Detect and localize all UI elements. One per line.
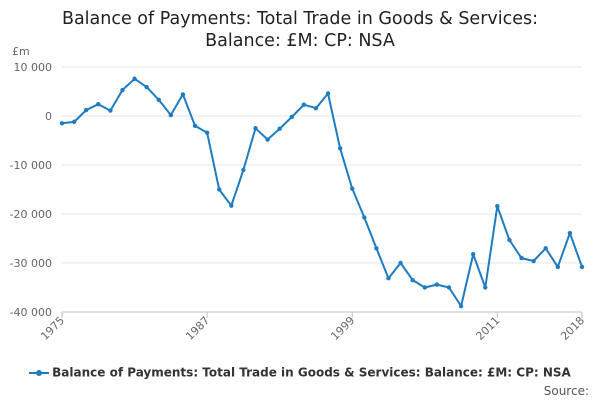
- x-tick-label: 2011: [473, 314, 502, 343]
- data-point[interactable]: [301, 102, 307, 107]
- data-point[interactable]: [204, 130, 210, 135]
- data-point[interactable]: [156, 97, 161, 103]
- legend[interactable]: Balance of Payments: Total Trade in Good…: [0, 365, 600, 380]
- data-point[interactable]: [446, 285, 452, 290]
- data-point[interactable]: [519, 255, 524, 261]
- data-point[interactable]: [337, 146, 343, 151]
- data-point[interactable]: [168, 112, 174, 118]
- data-point[interactable]: [386, 275, 391, 281]
- y-tick-label: -40 000: [10, 306, 52, 319]
- data-point[interactable]: [313, 105, 319, 111]
- data-point[interactable]: [192, 123, 198, 128]
- legend-series-marker: [29, 368, 50, 378]
- chart-title: Balance of Payments: Total Trade in Good…: [0, 8, 600, 52]
- y-tick-label: 10 000: [14, 61, 53, 74]
- chart-title-line-1: Balance of Payments: Total Trade in Good…: [61, 9, 539, 29]
- data-point[interactable]: [132, 76, 137, 81]
- data-point[interactable]: [71, 119, 77, 125]
- y-axis-ticks: 10 000 0 -10 000 -20 000 -30 000 -40 000: [10, 61, 52, 319]
- data-point[interactable]: [374, 246, 379, 251]
- gridlines: [62, 66, 582, 313]
- data-point[interactable]: [398, 260, 403, 266]
- data-point[interactable]: [180, 92, 186, 97]
- data-point[interactable]: [483, 285, 488, 290]
- data-point[interactable]: [470, 251, 476, 257]
- data-point[interactable]: [325, 91, 331, 96]
- data-point[interactable]: [229, 203, 234, 208]
- data-point[interactable]: [217, 187, 222, 192]
- data-point[interactable]: [507, 237, 512, 243]
- data-point[interactable]: [362, 215, 367, 220]
- data-point[interactable]: [579, 264, 585, 270]
- data-point[interactable]: [96, 102, 101, 107]
- legend-series-label: Balance of Payments: Total Trade in Good…: [52, 365, 571, 380]
- x-tick-label: 1999: [328, 314, 357, 343]
- data-point[interactable]: [410, 277, 415, 283]
- y-tick-label: -20 000: [10, 208, 52, 221]
- x-axis-ticks: 1975 1987 1999 2011 2018: [38, 312, 587, 343]
- data-point[interactable]: [241, 167, 246, 173]
- x-tick-label: 1987: [183, 314, 212, 343]
- data-point[interactable]: [555, 264, 561, 270]
- data-point[interactable]: [543, 246, 548, 251]
- data-point[interactable]: [277, 126, 282, 131]
- data-point[interactable]: [144, 84, 149, 90]
- data-point[interactable]: [567, 230, 573, 236]
- data-point[interactable]: [531, 258, 536, 264]
- y-tick-label: -10 000: [10, 159, 52, 172]
- data-point[interactable]: [434, 282, 440, 287]
- y-tick-label: -30 000: [10, 257, 52, 270]
- data-point[interactable]: [495, 203, 500, 209]
- chart-title-line-2: Balance: £M: CP: NSA: [205, 31, 395, 51]
- data-point[interactable]: [120, 87, 125, 93]
- data-point[interactable]: [253, 126, 258, 131]
- data-point[interactable]: [458, 303, 464, 309]
- y-tick-label: 0: [45, 110, 52, 123]
- data-point[interactable]: [59, 121, 65, 126]
- y-axis-unit-label: £m: [12, 45, 30, 58]
- data-point[interactable]: [265, 137, 270, 142]
- data-point[interactable]: [289, 114, 294, 120]
- data-point[interactable]: [83, 107, 89, 113]
- data-point[interactable]: [350, 186, 355, 191]
- x-tick-label: 2018: [558, 314, 587, 343]
- series-layer: [59, 76, 585, 309]
- series-line: [61, 77, 583, 308]
- source-label: Source:: [543, 384, 589, 398]
- data-point[interactable]: [422, 285, 427, 290]
- data-point[interactable]: [108, 108, 113, 113]
